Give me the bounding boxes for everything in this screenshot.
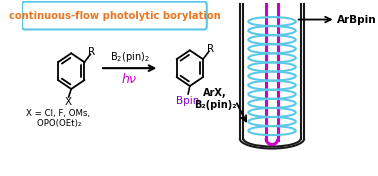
Text: $h\nu$: $h\nu$ — [121, 72, 138, 86]
Text: X: X — [64, 97, 71, 107]
Text: continuous-flow photolytic borylation: continuous-flow photolytic borylation — [9, 11, 220, 21]
Text: R: R — [207, 44, 214, 54]
Text: B$_2$(pin)$_2$: B$_2$(pin)$_2$ — [110, 50, 150, 64]
Text: R: R — [88, 47, 96, 57]
Text: Bpin: Bpin — [177, 96, 200, 106]
Text: X = Cl, F, OMs,
    OPO(OEt)₂: X = Cl, F, OMs, OPO(OEt)₂ — [26, 109, 90, 128]
FancyBboxPatch shape — [22, 2, 207, 29]
Text: ArBpin: ArBpin — [337, 15, 377, 24]
Text: ArX,
B₂(pin)₂: ArX, B₂(pin)₂ — [194, 88, 237, 110]
